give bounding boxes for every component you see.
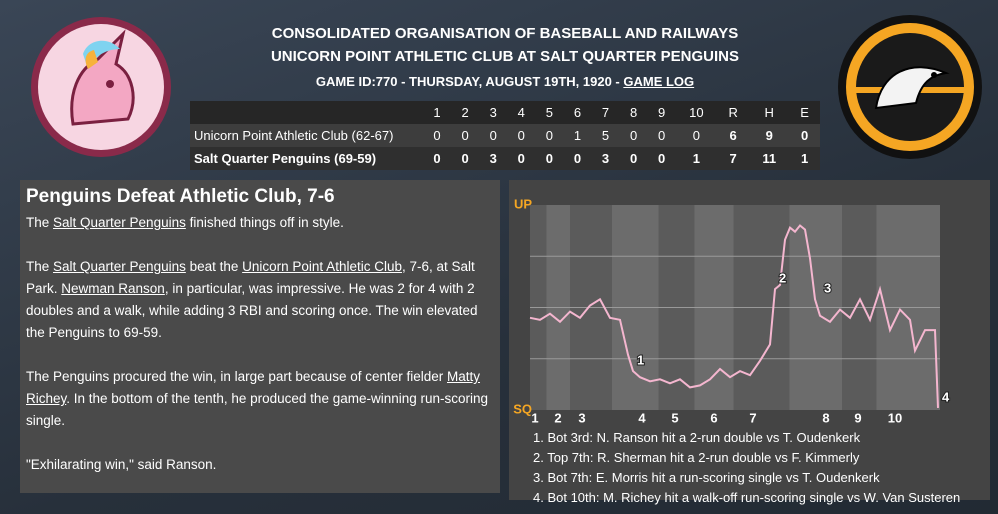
game-info-text: GAME ID:770 - THURSDAY, AUGUST 19TH, 192…	[315, 74, 624, 89]
score-cell: 0	[461, 128, 469, 143]
header-blank	[190, 101, 423, 124]
score-cell: 0	[461, 151, 469, 166]
score-cell: 0	[433, 128, 441, 143]
key-play: 4. Bot 10th: M. Richey hit a walk-off ru…	[533, 490, 961, 505]
score-cell: 0	[801, 128, 809, 143]
score-cell: 0	[545, 151, 553, 166]
headline: Penguins Defeat Athletic Club, 7-6	[26, 186, 335, 207]
x-tick-label: 9	[854, 410, 861, 425]
paragraph: "Exhilarating win," said Ranson.	[26, 454, 494, 476]
team-name[interactable]: Salt Quarter Penguins (69-59)	[194, 151, 377, 166]
key-play: 1. Bot 3rd: N. Ranson hit a 2-run double…	[533, 430, 861, 445]
x-tick-label: 4	[638, 410, 646, 425]
x-tick-label: 1	[531, 410, 538, 425]
x-tick-label: 3	[578, 410, 585, 425]
game-log-link[interactable]: GAME LOG	[623, 74, 695, 89]
column-label: 3	[489, 105, 497, 120]
text: . In the bottom of the tenth, he produce…	[26, 391, 489, 428]
score-cell: 0	[692, 128, 701, 143]
home-logo[interactable]	[28, 14, 174, 160]
paragraph: The Salt Quarter Penguins beat the Unico…	[26, 256, 494, 344]
text: The Penguins procured the win, in large …	[26, 369, 447, 384]
team-row: Unicorn Point Athletic Club (62-67) 0 0 0 0 0…	[190, 124, 820, 147]
score-cell: 5	[601, 128, 610, 143]
key-play: 2. Top 7th: R. Sherman hit a 2-run doubl…	[533, 450, 860, 465]
annotation: 4	[942, 389, 950, 404]
x-tick-label: 10	[888, 410, 902, 425]
win-probability-line	[529, 224, 939, 408]
column-label: 7	[601, 105, 610, 120]
column-label: R	[728, 105, 738, 120]
x-tick-label: 6	[710, 410, 717, 425]
column-label: 6	[573, 105, 582, 120]
column-label: 2	[461, 105, 469, 120]
score-cell: 0	[517, 128, 525, 143]
annotation: 2	[779, 270, 786, 285]
key-play: 3. Bot 7th: E. Morris hit a run-scoring …	[533, 470, 880, 485]
annotation: 3	[824, 281, 831, 296]
game-info: GAME ID:770 - THURSDAY, AUGUST 19TH, 192…	[190, 74, 820, 89]
x-tick-label: 7	[749, 410, 756, 425]
article: Penguins Defeat Athletic Club, 7-6 The Sa…	[20, 180, 500, 493]
link[interactable]: Salt Quarter Penguins	[53, 259, 186, 274]
y-tick-label: UP	[514, 196, 532, 211]
score-cell: 1	[692, 151, 701, 166]
score-cell: 0	[629, 128, 638, 143]
score-cell: 3	[601, 151, 610, 166]
annotation: 1	[637, 352, 644, 367]
x-tick-label: 5	[671, 410, 678, 425]
y-tick-label: SQ	[513, 401, 532, 416]
column-label: 5	[545, 105, 553, 120]
x-tick-label: 2	[554, 410, 561, 425]
link[interactable]: Matty Richey	[26, 369, 481, 406]
column-label: H	[764, 105, 774, 120]
score-cell: 11	[762, 151, 777, 166]
league-title: CONSOLIDATED ORGANISATION OF BASEBALL AN…	[271, 25, 739, 42]
key-plays: 1. Bot 3rd: N. Ranson hit a 2-run double…	[533, 428, 960, 508]
score-cell: 1	[573, 128, 582, 143]
column-label: 10	[689, 105, 704, 120]
column-label: 4	[517, 105, 525, 120]
column-label: 9	[658, 105, 666, 120]
column-label: 1	[433, 105, 441, 120]
linescore: 1 2 3 4 5 6 7 8 9 10 R H E Unicorn Point Athletic Clu…	[190, 101, 820, 170]
score-cell: 0	[489, 128, 497, 143]
matchup-title: UNICORN POINT ATHLETIC CLUB AT SALT QUAR…	[270, 48, 740, 65]
score-cell: 0	[517, 151, 525, 166]
text: The	[26, 215, 54, 230]
score-cell: 0	[658, 151, 666, 166]
text: , 7-6, at Salt Park.	[26, 259, 475, 296]
team-row: Salt Quarter Penguins (69-59) 0 0 3 0 0 0 3 0 0 1 7…	[190, 147, 820, 170]
score-cell: 0	[573, 151, 582, 166]
score-cell: 0	[629, 151, 638, 166]
column-label: 8	[629, 105, 638, 120]
column-label: E	[800, 105, 809, 120]
link[interactable]: Salt Quarter Penguins	[53, 215, 186, 230]
score-cell: 7	[729, 151, 737, 166]
score-cell: 6	[729, 128, 737, 143]
text: The	[26, 259, 54, 274]
away-logo[interactable]	[836, 13, 984, 161]
x-tick-label: 8	[822, 410, 829, 425]
link[interactable]: Unicorn Point Athletic Club	[242, 259, 402, 274]
link[interactable]: Newman Ranson	[61, 281, 165, 296]
win-probability-panel: UP SQ 1 2 3 4 5 6 7 8 9 10 1 2 3 4 1. Bot 3rd: N. Ranso…	[509, 180, 990, 505]
score-cell: 0	[545, 128, 553, 143]
linescore-header: 1 2 3 4 5 6 7 8 9 10 R H E	[190, 101, 820, 124]
team-name[interactable]: Unicorn Point Athletic Club (62-67)	[194, 128, 394, 143]
text: beat the	[185, 259, 243, 274]
score-cell: 9	[765, 128, 773, 143]
score-cell: 3	[489, 151, 497, 166]
text: finished things off in style.	[185, 215, 344, 230]
paragraph: The Salt Quarter Penguins finished thing…	[26, 212, 494, 234]
paragraph: The Penguins procured the win, in large …	[26, 366, 494, 432]
score-cell: 0	[658, 128, 666, 143]
score-cell: 0	[433, 151, 441, 166]
score-cell: 1	[801, 151, 809, 166]
text: , in particular, was impressive. He was …	[26, 281, 478, 340]
text: "Exhilarating win," said Ranson.	[26, 457, 217, 472]
